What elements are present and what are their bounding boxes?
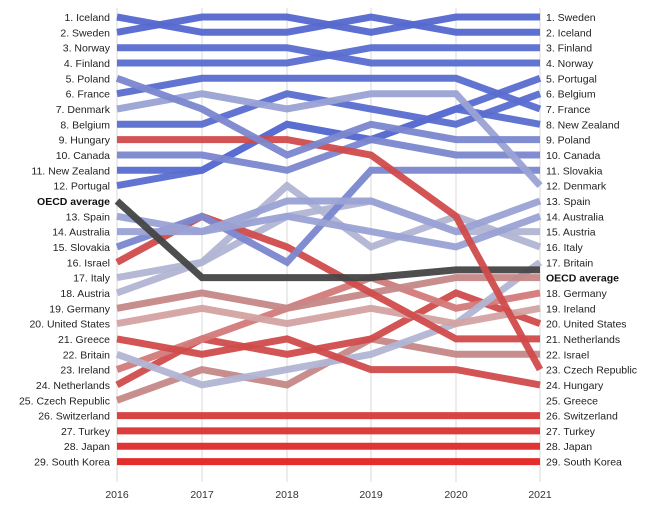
series-line-iceland [116, 13, 540, 36]
left-label-20-united-states: 20. United States [29, 319, 110, 331]
left-label-15-slovakia: 15. Slovakia [53, 242, 110, 254]
series-line-hungary [117, 136, 544, 372]
left-label-14-australia: 14. Australia [52, 227, 110, 239]
left-label-21-greece: 21. Greece [58, 334, 110, 346]
right-label-16-italy: 16. Italy [546, 242, 584, 254]
left-label-5-poland: 5. Poland [66, 73, 111, 85]
left-label-9-hungary: 9. Hungary [59, 135, 111, 147]
left-label-13-spain: 13. Spain [66, 211, 111, 223]
x-axis-ticks: 2016 2017 2018 2019 2020 2021 [105, 489, 552, 501]
right-label-21-netherlands: 21. Netherlands [546, 334, 620, 346]
x-tick-2017: 2017 [190, 489, 214, 501]
series-line-slovakia [115, 166, 540, 267]
left-label-10-canada: 10. Canada [56, 150, 110, 162]
right-label-14-australia: 14. Australia [546, 211, 604, 223]
series-line-united-states [116, 304, 541, 328]
series-line-oecd-average [114, 198, 540, 282]
left-label-11-new-zealand: 11. New Zealand [31, 165, 110, 177]
left-label-8-belgium: 8. Belgium [60, 119, 110, 131]
left-rank-labels: 1. Iceland 2. Sweden 3. Norway 4. Finland 5.… [19, 12, 111, 469]
left-label-25-czech-republic: 25. Czech Republic [19, 395, 110, 407]
series-line-canada [117, 135, 540, 174]
right-label-29-south-korea: 29. South Korea [546, 457, 622, 469]
right-label-20-united-states: 20. United States [546, 319, 627, 331]
left-label-27-turkey: 27. Turkey [61, 426, 111, 438]
left-label-28-japan: 28. Japan [64, 441, 110, 453]
right-label-1-sweden: 1. Sweden [546, 12, 596, 24]
series-line-spain [116, 197, 542, 236]
right-label-6-belgium: 6. Belgium [546, 89, 596, 101]
series-line-denmark [116, 90, 543, 188]
right-label-10-canada: 10. Canada [546, 150, 600, 162]
left-label-4-finland: 4. Finland [64, 58, 110, 70]
right-label-12-denmark: 12. Denmark [546, 181, 607, 193]
x-tick-2020: 2020 [444, 489, 468, 501]
right-label-7-france: 7. France [546, 104, 591, 116]
x-tick-2021: 2021 [528, 489, 552, 501]
right-label-26-switzerland: 26. Switzerland [546, 411, 618, 423]
series-line-britain [115, 259, 543, 389]
left-label-16-israel: 16. Israel [67, 257, 110, 269]
right-label-25-greece: 25. Greece [546, 395, 598, 407]
right-label-13-spain: 13. Spain [546, 196, 591, 208]
right-label-27-turkey: 27. Turkey [546, 426, 596, 438]
left-label-2-sweden: 2. Sweden [60, 27, 110, 39]
left-label-19-germany: 19. Germany [49, 303, 110, 315]
series-line-norway [117, 44, 540, 67]
right-label-3-finland: 3. Finland [546, 43, 592, 55]
right-label-17-britain: 17. Britain [546, 257, 593, 269]
left-label-26-switzerland: 26. Switzerland [38, 411, 110, 423]
right-label-oecd-average: OECD average [546, 273, 619, 285]
right-label-5-portugal: 5. Portugal [546, 73, 597, 85]
right-label-23-czech-republic: 23. Czech Republic [546, 365, 637, 377]
right-label-2-iceland: 2. Iceland [546, 27, 592, 39]
left-label-6-france: 6. France [66, 89, 111, 101]
right-label-22-israel: 22. Israel [546, 349, 589, 361]
series-line-greece [116, 335, 541, 389]
series-line-poland [115, 75, 540, 159]
left-label-1-iceland: 1. Iceland [64, 12, 110, 24]
left-label-3-norway: 3. Norway [63, 43, 111, 55]
right-label-18-germany: 18. Germany [546, 288, 607, 300]
right-label-28-japan: 28. Japan [546, 441, 592, 453]
left-label-7-denmark: 7. Denmark [56, 104, 111, 116]
left-label-17-italy: 17. Italy [73, 273, 111, 285]
right-label-8-new-zealand: 8. New Zealand [546, 119, 620, 131]
left-label-22-britain: 22. Britain [63, 349, 110, 361]
right-label-4-norway: 4. Norway [546, 58, 594, 70]
right-label-19-ireland: 19. Ireland [546, 303, 596, 315]
right-label-24-hungary: 24. Hungary [546, 380, 604, 392]
left-label-23-ireland: 23. Ireland [60, 365, 110, 377]
right-label-11-slovakia: 11. Slovakia [546, 165, 603, 177]
series-line-france [116, 74, 542, 113]
left-label-18-austria: 18. Austria [60, 288, 110, 300]
series-line-ireland [115, 273, 541, 373]
right-rank-labels: 1. Sweden 2. Iceland 3. Finland 4. Norway 5.… [546, 12, 637, 469]
series-lines [114, 13, 544, 466]
left-label-24-netherlands: 24. Netherlands [36, 380, 110, 392]
series-line-germany [116, 274, 540, 312]
left-label-12-portugal: 12. Portugal [53, 181, 110, 193]
left-label-29-south-korea: 29. South Korea [34, 457, 110, 469]
x-tick-2018: 2018 [275, 489, 299, 501]
x-tick-2019: 2019 [359, 489, 383, 501]
x-tick-2016: 2016 [105, 489, 129, 501]
left-label-oecd-average: OECD average [37, 196, 110, 208]
right-label-9-poland: 9. Poland [546, 135, 591, 147]
right-label-15-austria: 15. Austria [546, 227, 596, 239]
